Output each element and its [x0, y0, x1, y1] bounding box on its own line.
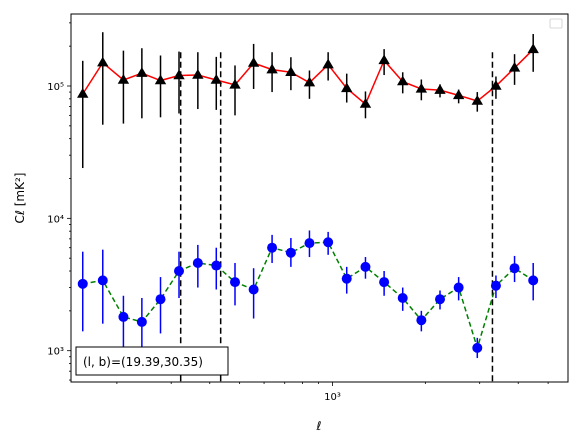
series-1-marker — [155, 294, 166, 305]
plot-background — [71, 14, 568, 382]
y-tick-label: 10⁵ — [47, 82, 64, 93]
series-1-marker — [509, 263, 520, 274]
series-0-marker — [452, 89, 465, 100]
series-0-marker — [266, 63, 278, 74]
series-1-marker — [472, 342, 483, 353]
series-1-marker — [453, 282, 464, 293]
x-axis-label: ℓ — [316, 419, 322, 433]
series-0-marker — [154, 74, 167, 85]
series-0-marker — [378, 54, 390, 65]
series-1-marker — [490, 280, 501, 291]
series-0-marker — [527, 43, 539, 54]
series-1-marker — [360, 261, 371, 272]
series-1-marker — [248, 284, 259, 295]
x-tick-label: 10³ — [324, 392, 341, 403]
series-0-marker — [247, 57, 260, 67]
y-tick-label: 10³ — [47, 347, 64, 358]
series-1-marker — [230, 277, 241, 288]
series-1-marker — [211, 260, 222, 271]
series-0-marker — [359, 98, 372, 108]
series-0-marker — [341, 82, 353, 93]
series-0-marker — [415, 82, 428, 93]
series-0-marker — [117, 74, 130, 84]
series-1-marker — [97, 275, 108, 286]
series-0-marker — [173, 69, 185, 80]
series-1-marker — [77, 278, 88, 289]
annotation-frame — [75, 346, 229, 376]
series-0-marker — [303, 76, 316, 87]
annotation-text: (l, b)=(19.39,30.35) — [83, 355, 203, 369]
series-1-marker — [323, 237, 334, 248]
series-0-marker — [285, 66, 297, 76]
series-1-marker — [416, 315, 427, 326]
annotation-box: (l, b)=(19.39,30.35) — [75, 346, 229, 376]
series-0-marker — [192, 69, 204, 79]
series-1-marker — [435, 294, 446, 305]
series-0-marker — [77, 88, 89, 98]
axis-ticks: 10³ 10³ 10⁴ 10⁵ — [47, 22, 549, 403]
series-1-marker — [397, 293, 408, 304]
series-0-marker — [471, 95, 483, 105]
series-0-marker — [97, 56, 109, 67]
series-1-marker — [136, 316, 147, 327]
series-0-marker — [397, 75, 409, 86]
series-1-marker — [379, 277, 390, 288]
series-0-marker — [490, 80, 502, 90]
series-0-marker — [136, 67, 148, 77]
y-tick-label: 10⁴ — [47, 214, 64, 225]
series-1-marker — [304, 238, 315, 249]
series-1-marker — [174, 266, 185, 277]
plot-area — [77, 32, 539, 382]
series-1-marker — [267, 242, 278, 253]
y-axis-label: Cℓ [mK²] — [13, 173, 27, 224]
series-0-marker — [210, 74, 222, 84]
series-0-marker — [434, 84, 446, 94]
series-1-marker — [528, 275, 539, 286]
legend-box — [549, 18, 563, 29]
series-0-marker — [229, 78, 241, 89]
series-0-marker — [322, 58, 334, 69]
series-0-marker — [508, 61, 521, 72]
series-1-marker — [118, 311, 129, 322]
series-1-marker — [192, 257, 203, 268]
series-1-marker — [285, 247, 296, 258]
plot-frame — [70, 13, 569, 383]
series-1-marker — [341, 273, 352, 284]
